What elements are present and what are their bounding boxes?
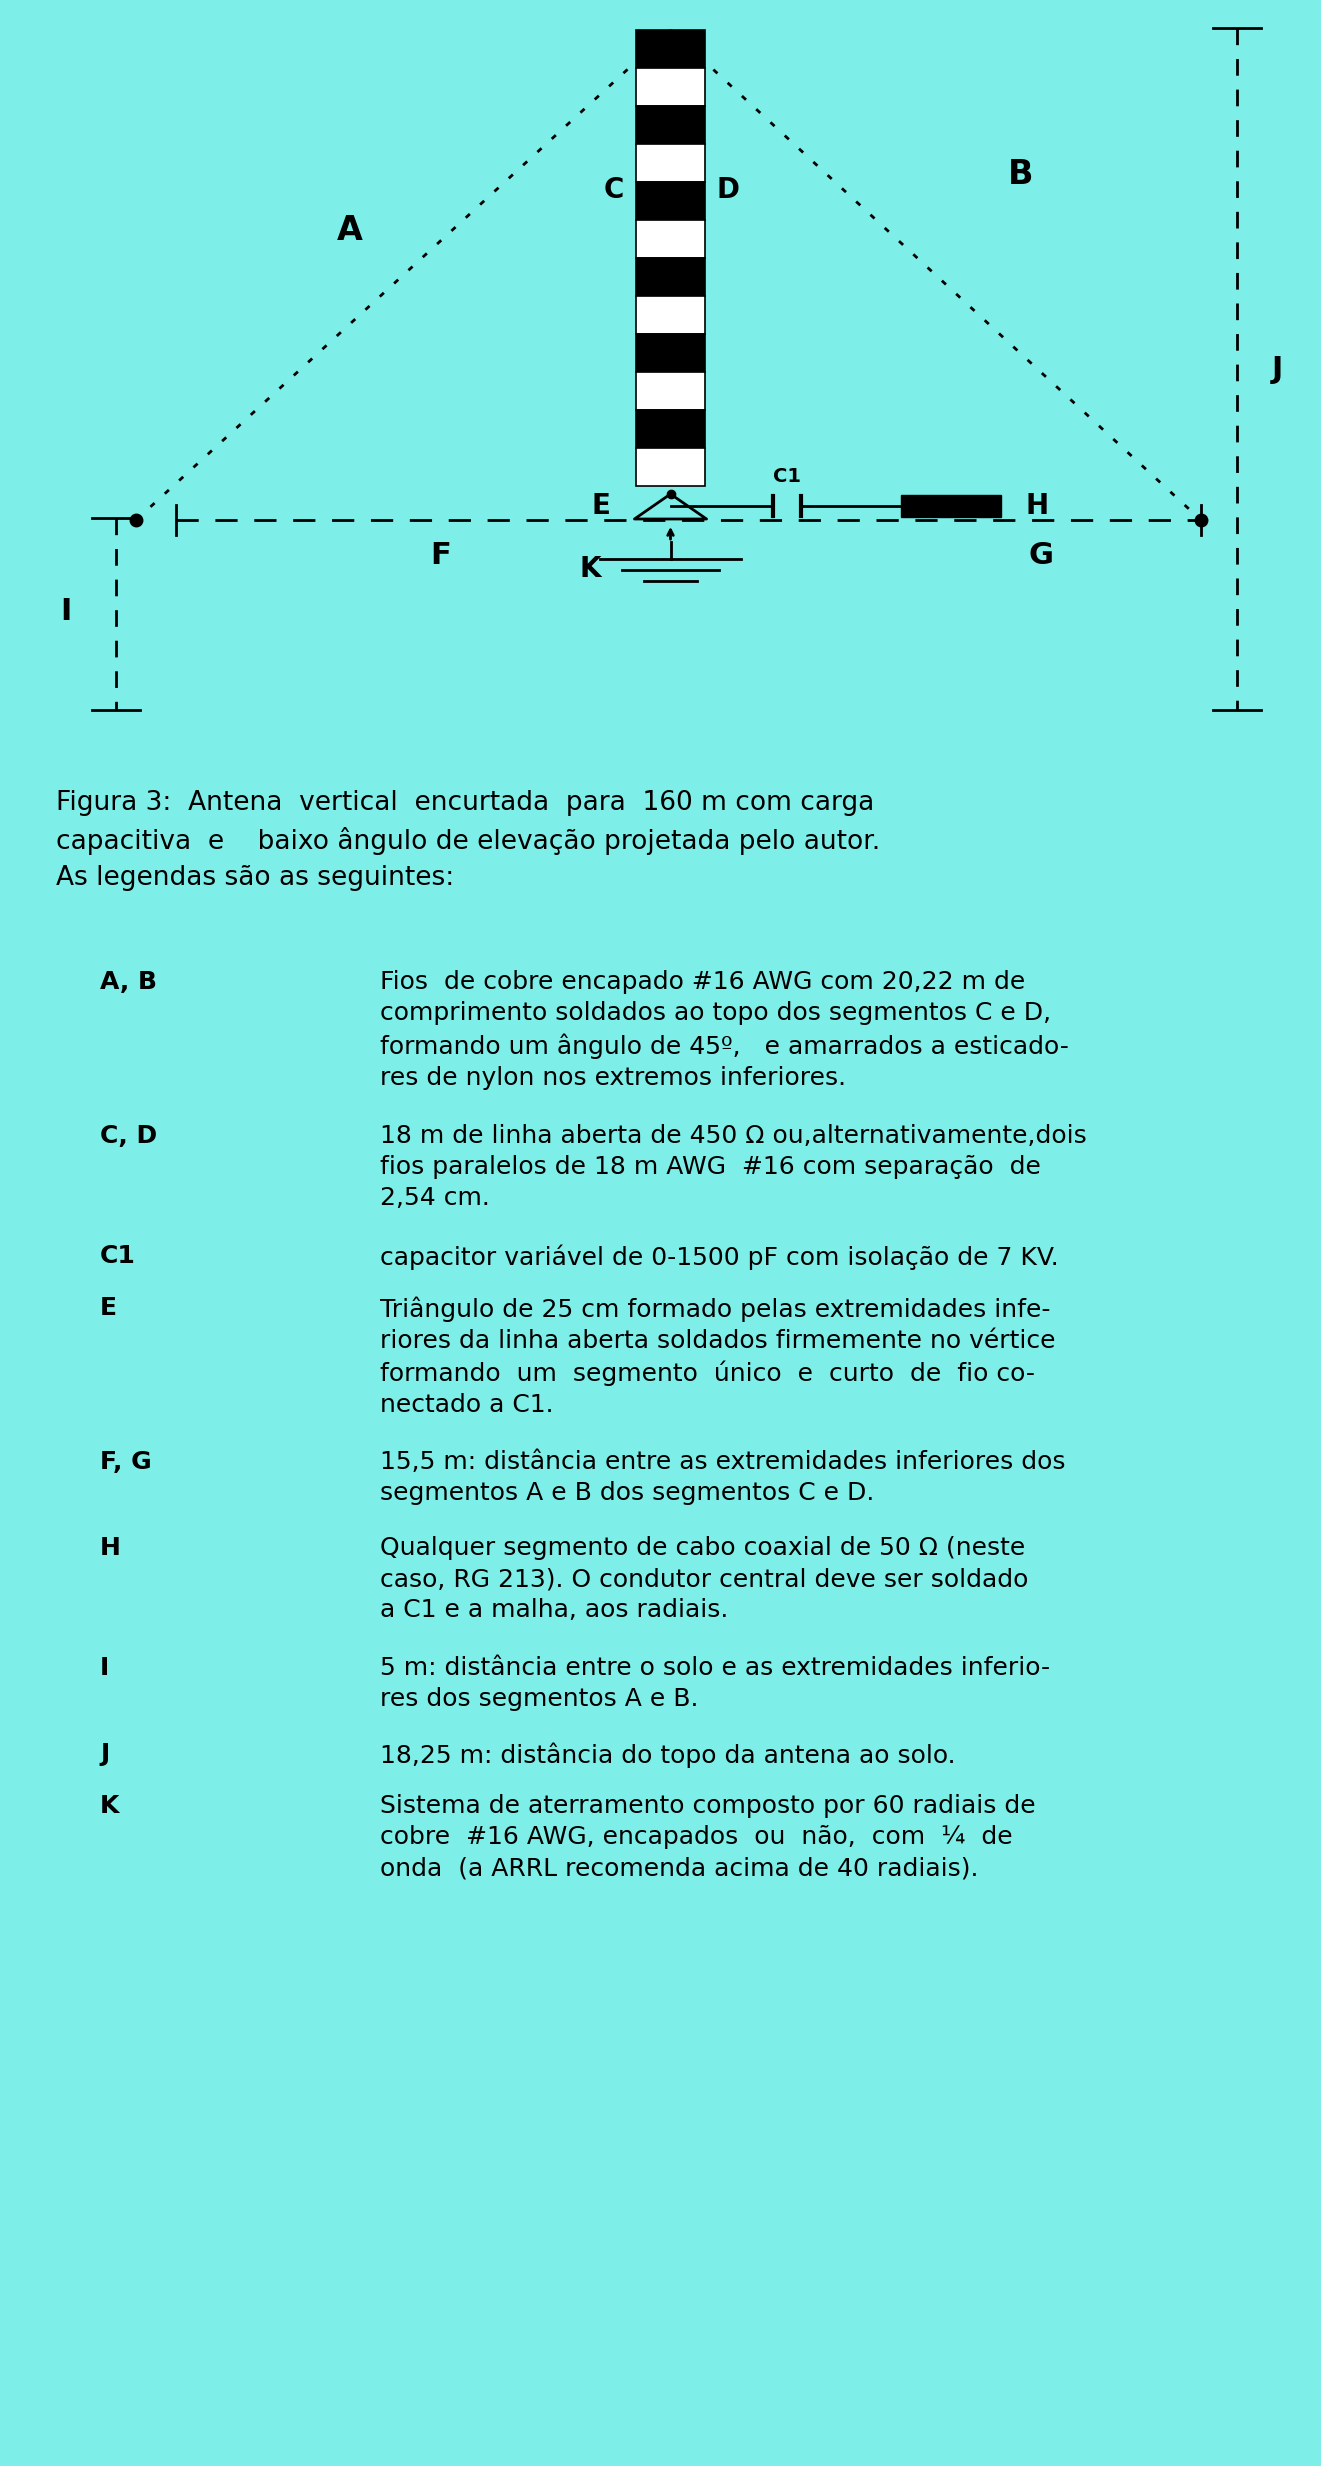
Bar [637,219,704,259]
Text: B: B [1008,158,1033,192]
Text: D: D [716,175,740,205]
Text: H: H [1025,493,1049,520]
Text: A: A [337,215,363,247]
Text: A, B: A, B [100,969,157,994]
Bar [637,106,704,143]
Text: I: I [61,597,71,626]
Text: E: E [100,1297,118,1319]
Text: I: I [100,1657,110,1679]
Text: E: E [590,493,610,520]
Bar [637,333,704,372]
Text: 5 m: distância entre o solo e as extremidades inferio-
res dos segmentos A e B.: 5 m: distância entre o solo e as extremi… [380,1657,1050,1711]
Text: Fios  de cobre encapado #16 AWG com 20,22 m de
comprimento soldados ao topo dos : Fios de cobre encapado #16 AWG com 20,22… [380,969,1069,1090]
Bar [637,296,704,333]
Bar [637,143,704,182]
Text: capacitor variável de 0-1500 pF com isolação de 7 KV.: capacitor variável de 0-1500 pF com isol… [380,1243,1059,1270]
Text: C: C [604,175,625,205]
Text: 18,25 m: distância do topo da antena ao solo.: 18,25 m: distância do topo da antena ao … [380,1741,956,1768]
Bar [637,372,704,409]
Bar [901,496,1001,518]
Text: C1: C1 [100,1243,136,1268]
Text: K: K [580,555,601,582]
Text: F, G: F, G [100,1450,152,1475]
Text: Sistema de aterramento composto por 60 radiais de
cobre  #16 AWG, encapados  ou : Sistema de aterramento composto por 60 r… [380,1793,1036,1882]
Text: F: F [429,540,450,570]
Text: Figura 3:  Antena  vertical  encurtada  para  160 m com carga
capacitiva  e    b: Figura 3: Antena vertical encurtada para… [55,789,880,890]
Bar [637,182,704,219]
Text: Triângulo de 25 cm formado pelas extremidades infe-
riores da linha aberta solda: Triângulo de 25 cm formado pelas extremi… [380,1297,1055,1418]
Text: C1: C1 [773,466,801,486]
Bar [637,69,704,106]
Bar [637,259,704,296]
Text: J: J [100,1741,110,1766]
Bar [637,30,704,69]
Text: Qualquer segmento de cabo coaxial de 50 Ω (neste
caso, RG 213). O condutor centr: Qualquer segmento de cabo coaxial de 50 … [380,1536,1029,1623]
Text: J: J [1271,355,1283,385]
Text: 18 m de linha aberta de 450 Ω ou,alternativamente,dois
fios paralelos de 18 m AW: 18 m de linha aberta de 450 Ω ou,alterna… [380,1124,1087,1211]
Text: H: H [100,1536,122,1561]
Text: K: K [100,1793,119,1817]
Text: 15,5 m: distância entre as extremidades inferiores dos
segmentos A e B dos segme: 15,5 m: distância entre as extremidades … [380,1450,1066,1504]
Bar [637,409,704,449]
Text: G: G [1028,540,1053,570]
Text: C, D: C, D [100,1124,157,1149]
Bar [637,449,704,486]
